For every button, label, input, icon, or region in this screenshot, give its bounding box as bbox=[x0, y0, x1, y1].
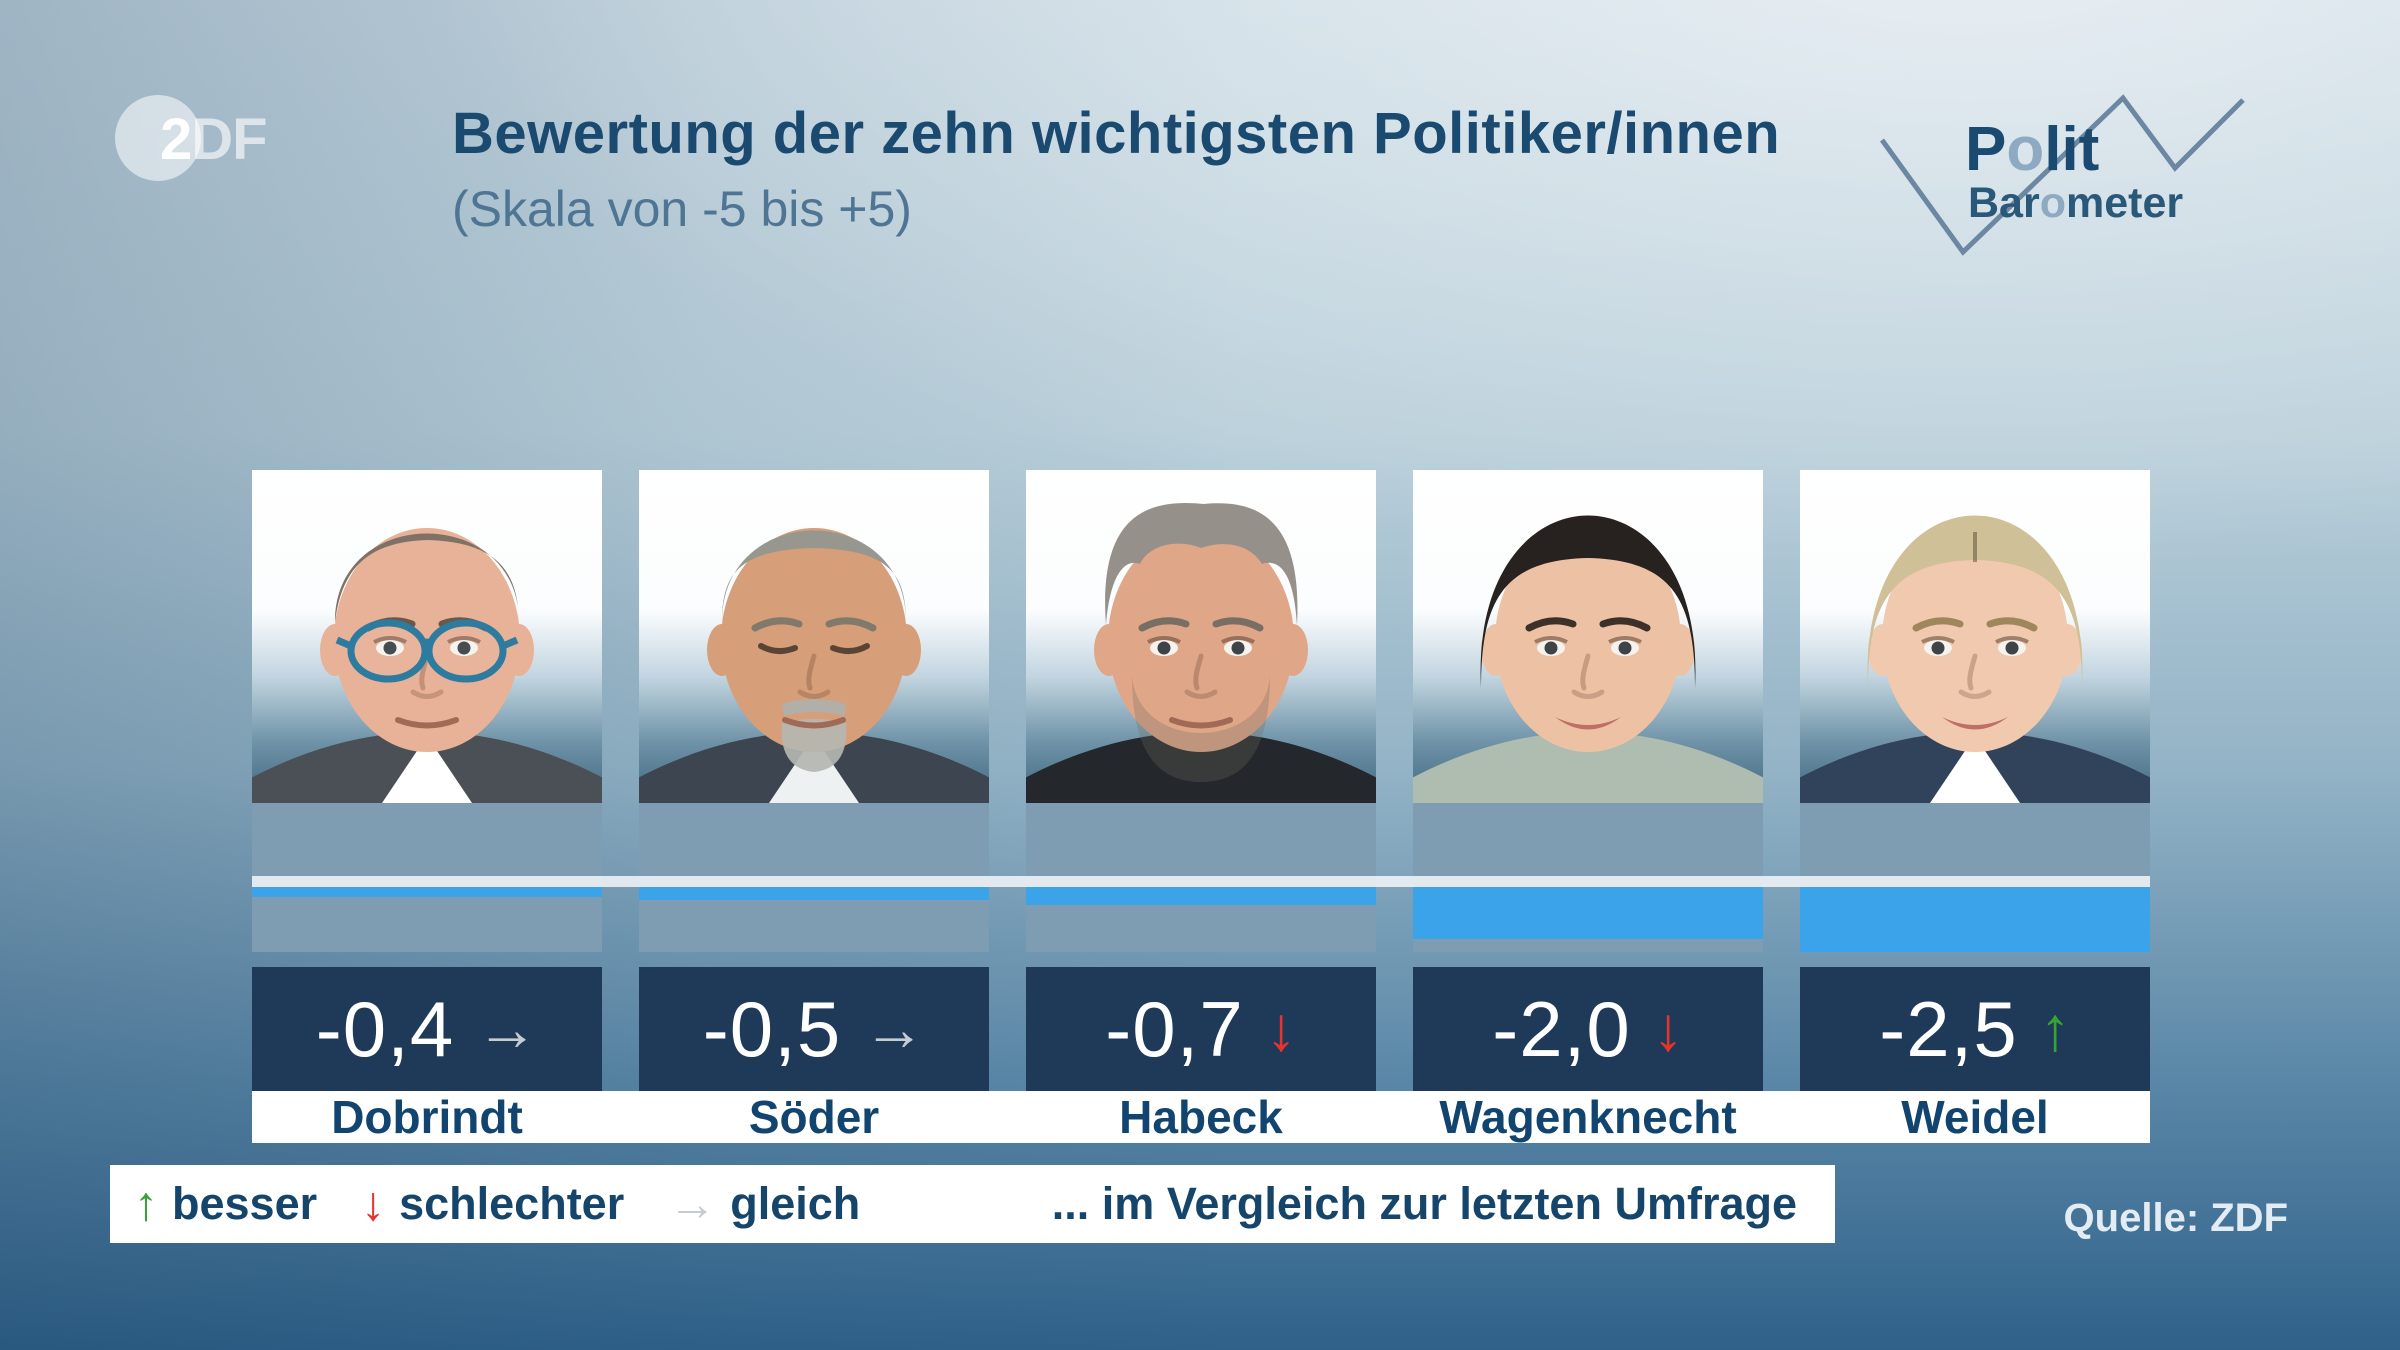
zdf-logo-icon: 2DF bbox=[115, 95, 268, 181]
page-title: Bewertung der zehn wichtigsten Politiker… bbox=[452, 101, 1781, 166]
rating-value-box: -0,4 → bbox=[252, 967, 602, 1091]
rating-bar bbox=[1800, 887, 2150, 952]
rating-value-box: -2,5 ↑ bbox=[1800, 967, 2150, 1091]
rating-value: -0,7 bbox=[1105, 984, 1244, 1073]
source-label: Quelle: ZDF bbox=[2063, 1196, 2288, 1240]
rating-bar bbox=[639, 887, 989, 900]
up-arrow-icon: ↑ bbox=[134, 1177, 158, 1231]
portrait-illustration bbox=[1800, 470, 2150, 803]
rating-value-box: -0,7 ↓ bbox=[1026, 967, 1376, 1091]
portrait-illustration bbox=[1413, 470, 1763, 803]
politician-name: Habeck bbox=[1119, 1091, 1283, 1143]
politbarometer-logo: Polit Barometer bbox=[1870, 60, 2310, 295]
politician-photo bbox=[639, 470, 989, 803]
spacer bbox=[1413, 952, 1763, 967]
portrait-illustration bbox=[639, 470, 989, 803]
politician-name: Dobrindt bbox=[331, 1091, 523, 1143]
trend-arrow-icon: → bbox=[476, 994, 539, 1064]
legend-item-schlechter: ↓ schlechter bbox=[361, 1177, 624, 1232]
svg-text:2DF: 2DF bbox=[160, 107, 267, 172]
politician-card: -2,5 ↑ Weidel bbox=[1800, 470, 2150, 1143]
legend-item-besser: ↑ besser bbox=[134, 1177, 317, 1232]
politician-photo bbox=[1413, 470, 1763, 803]
names-band bbox=[252, 1091, 2150, 1143]
right-arrow-icon: → bbox=[668, 1177, 717, 1231]
rating-bar bbox=[252, 887, 602, 898]
portrait-illustration bbox=[1026, 470, 1376, 803]
rating-value: -0,4 bbox=[315, 984, 455, 1073]
trend-arrow-icon: → bbox=[863, 994, 926, 1064]
politician-card: -0,5 → Söder bbox=[639, 470, 989, 1143]
politician-photo bbox=[1026, 470, 1376, 803]
trend-arrow-icon: ↑ bbox=[2039, 994, 2071, 1064]
legend: ↑ besser ↓ schlechter → gleich ... im Ve… bbox=[110, 1165, 1835, 1243]
svg-text:Polit: Polit bbox=[1965, 115, 2099, 184]
barometer-zigzag-icon bbox=[1879, 94, 2245, 256]
rating-bar bbox=[1026, 887, 1376, 906]
rating-bar bbox=[1413, 887, 1763, 939]
zero-line bbox=[252, 876, 2150, 887]
spacer bbox=[252, 952, 602, 967]
politician-name: Söder bbox=[748, 1091, 880, 1143]
politician-name: Weidel bbox=[1901, 1091, 2049, 1143]
spacer bbox=[639, 952, 989, 967]
rating-value: -2,0 bbox=[1492, 984, 1631, 1073]
trend-arrow-icon: ↓ bbox=[1652, 994, 1684, 1064]
politician-name: Wagenknecht bbox=[1439, 1091, 1737, 1143]
politician-photo bbox=[1800, 470, 2150, 803]
legend-item-gleich: → gleich bbox=[668, 1177, 860, 1232]
politician-card: -2,0 ↓ Wagenknecht bbox=[1413, 470, 1763, 1143]
spacer bbox=[1800, 952, 2150, 967]
legend-note: ... im Vergleich zur letzten Umfrage bbox=[1051, 1178, 1797, 1229]
zdf-logo: 2DF bbox=[110, 86, 320, 196]
politician-photo bbox=[252, 470, 602, 803]
rating-value: -0,5 bbox=[702, 984, 842, 1073]
politician-card: -0,4 → Dobrindt bbox=[252, 470, 602, 1143]
rating-value-box: -2,0 ↓ bbox=[1413, 967, 1763, 1091]
trend-arrow-icon: ↓ bbox=[1265, 994, 1297, 1064]
spacer bbox=[1026, 952, 1376, 967]
legend-label-besser: besser bbox=[172, 1178, 318, 1229]
rating-value: -2,5 bbox=[1879, 984, 2018, 1073]
ratings-row: -0,4 → Dobrindt - bbox=[252, 470, 2150, 1143]
down-arrow-icon: ↓ bbox=[361, 1177, 386, 1231]
page-subtitle: (Skala von -5 bis +5) bbox=[452, 181, 912, 237]
legend-label-gleich: gleich bbox=[730, 1178, 861, 1229]
legend-label-schlechter: schlechter bbox=[399, 1178, 625, 1229]
politician-card: -0,7 ↓ Habeck bbox=[1026, 470, 1376, 1143]
portrait-illustration bbox=[252, 470, 602, 803]
svg-text:Barometer: Barometer bbox=[1968, 179, 2183, 227]
rating-value-box: -0,5 → bbox=[639, 967, 989, 1091]
